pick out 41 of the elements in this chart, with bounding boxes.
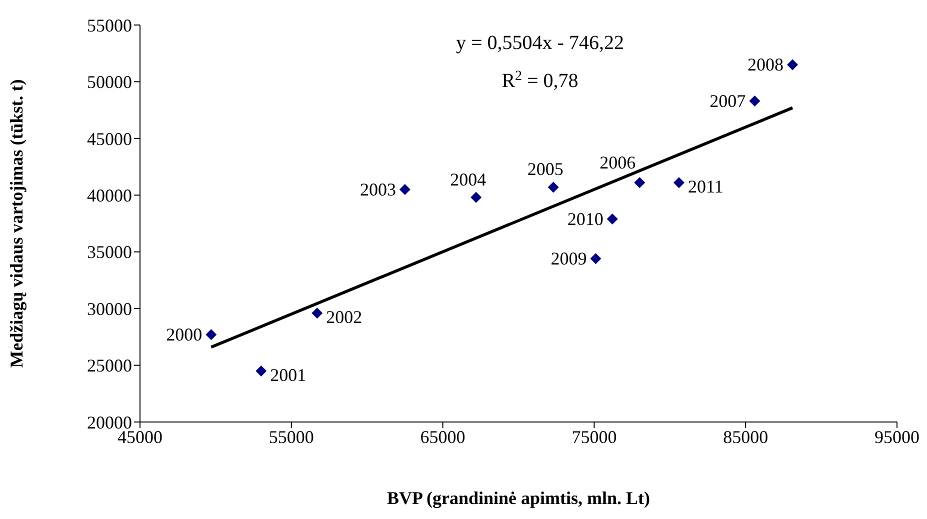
point [590,253,602,264]
annotation: 2002 [326,307,362,328]
y-tick-label: 45000 [87,128,132,149]
annotation: 2010 [567,208,604,229]
x-tick-label: 55000 [268,426,314,447]
y-tick-label: 30000 [87,298,132,319]
x-tick-label: 95000 [874,426,920,447]
x-axis-title: BVP (grandininė apimtis, mln. Lt) [386,488,650,508]
y-tick-label: 35000 [87,242,132,262]
annotation: 2011 [688,176,724,197]
annotation: y = 0,5504x - 746,22 [456,32,624,54]
x-tick-label: 65000 [420,426,466,447]
annotation: 2008 [748,54,784,75]
point [673,177,684,188]
y-tick-label: 50000 [87,72,132,92]
x-tick-label: 85000 [723,426,768,447]
point [749,95,760,106]
annotation: 2006 [600,152,636,173]
x-tick-label: 75000 [572,426,617,447]
y-tick-label: 55000 [87,15,132,36]
point [312,308,323,319]
annotation: 2009 [550,248,587,269]
point [634,177,646,188]
y-tick-label: 40000 [87,186,132,206]
point [256,365,267,376]
annotation: R$^{2}$ = 0,78 [502,68,578,92]
point [548,182,559,193]
annotation: 2003 [360,179,396,200]
y-tick-label: 25000 [87,356,132,376]
annotation: 2007 [710,90,746,111]
annotation: 2005 [527,159,564,180]
annotation: 2001 [270,364,306,385]
point [606,213,618,224]
point [470,192,482,203]
point [787,59,798,70]
y-tick-label: 20000 [87,412,132,432]
y-axis-title: Medžiagų vidaus vartojimas (tūkst. t) [6,79,26,368]
point [206,329,217,340]
annotation: 2000 [166,324,202,345]
point [399,184,410,195]
annotation: 2004 [450,169,486,190]
